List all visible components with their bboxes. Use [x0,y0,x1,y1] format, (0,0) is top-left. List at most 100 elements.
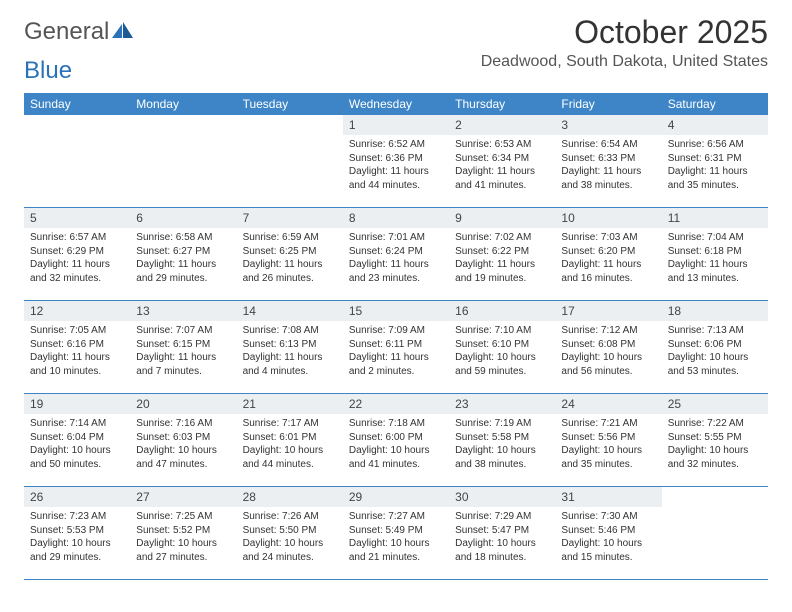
daylight-line: Daylight: 10 hours and 50 minutes. [30,444,124,471]
logo: General [24,18,136,46]
daylight-line: Daylight: 10 hours and 15 minutes. [561,537,655,564]
day-cell: 6Sunrise: 6:58 AMSunset: 6:27 PMDaylight… [130,208,236,300]
day-number: 20 [130,394,236,414]
logo-text-part1: General [24,18,109,46]
logo-text-part2: Blue [24,57,72,85]
day-cell: 2Sunrise: 6:53 AMSunset: 6:34 PMDaylight… [449,115,555,207]
day-number: 11 [662,208,768,228]
day-number: 2 [449,115,555,135]
day-cell: 19Sunrise: 7:14 AMSunset: 6:04 PMDayligh… [24,394,130,486]
daylight-line: Daylight: 10 hours and 27 minutes. [136,537,230,564]
day-number: 19 [24,394,130,414]
day-body: Sunrise: 7:17 AMSunset: 6:01 PMDaylight:… [237,414,343,477]
sunset-line: Sunset: 6:16 PM [30,338,124,352]
weekday-header: Wednesday [343,93,449,115]
daylight-line: Daylight: 11 hours and 23 minutes. [349,258,443,285]
daylight-line: Daylight: 11 hours and 44 minutes. [349,165,443,192]
sunset-line: Sunset: 5:58 PM [455,431,549,445]
sunrise-line: Sunrise: 7:19 AM [455,417,549,431]
sunset-line: Sunset: 5:49 PM [349,524,443,538]
daylight-line: Daylight: 11 hours and 4 minutes. [243,351,337,378]
sunset-line: Sunset: 5:52 PM [136,524,230,538]
day-cell: 31Sunrise: 7:30 AMSunset: 5:46 PMDayligh… [555,487,661,579]
day-cell: 11Sunrise: 7:04 AMSunset: 6:18 PMDayligh… [662,208,768,300]
day-cell: 10Sunrise: 7:03 AMSunset: 6:20 PMDayligh… [555,208,661,300]
daylight-line: Daylight: 11 hours and 26 minutes. [243,258,337,285]
day-cell: 26Sunrise: 7:23 AMSunset: 5:53 PMDayligh… [24,487,130,579]
day-cell: 3Sunrise: 6:54 AMSunset: 6:33 PMDaylight… [555,115,661,207]
week-row: 1Sunrise: 6:52 AMSunset: 6:36 PMDaylight… [24,115,768,208]
day-body: Sunrise: 7:02 AMSunset: 6:22 PMDaylight:… [449,228,555,291]
day-body: Sunrise: 7:14 AMSunset: 6:04 PMDaylight:… [24,414,130,477]
sunset-line: Sunset: 6:03 PM [136,431,230,445]
sunrise-line: Sunrise: 7:08 AM [243,324,337,338]
sunset-line: Sunset: 6:04 PM [30,431,124,445]
day-number: 26 [24,487,130,507]
sunrise-line: Sunrise: 7:26 AM [243,510,337,524]
sunrise-line: Sunrise: 7:18 AM [349,417,443,431]
day-cell: 9Sunrise: 7:02 AMSunset: 6:22 PMDaylight… [449,208,555,300]
day-cell: 14Sunrise: 7:08 AMSunset: 6:13 PMDayligh… [237,301,343,393]
sunrise-line: Sunrise: 7:16 AM [136,417,230,431]
weekday-header: Monday [130,93,236,115]
day-number: 10 [555,208,661,228]
day-number: 28 [237,487,343,507]
calendar: Sunday Monday Tuesday Wednesday Thursday… [24,93,768,580]
day-number: 27 [130,487,236,507]
daylight-line: Daylight: 10 hours and 59 minutes. [455,351,549,378]
week-row: 19Sunrise: 7:14 AMSunset: 6:04 PMDayligh… [24,394,768,487]
daylight-line: Daylight: 10 hours and 47 minutes. [136,444,230,471]
day-body: Sunrise: 7:23 AMSunset: 5:53 PMDaylight:… [24,507,130,570]
sunrise-line: Sunrise: 6:59 AM [243,231,337,245]
daylight-line: Daylight: 10 hours and 24 minutes. [243,537,337,564]
day-number: 9 [449,208,555,228]
daylight-line: Daylight: 11 hours and 41 minutes. [455,165,549,192]
day-cell [130,115,236,207]
weekday-header-row: Sunday Monday Tuesday Wednesday Thursday… [24,93,768,115]
sunset-line: Sunset: 5:56 PM [561,431,655,445]
day-body: Sunrise: 7:19 AMSunset: 5:58 PMDaylight:… [449,414,555,477]
daylight-line: Daylight: 10 hours and 53 minutes. [668,351,762,378]
day-body: Sunrise: 6:57 AMSunset: 6:29 PMDaylight:… [24,228,130,291]
daylight-line: Daylight: 11 hours and 29 minutes. [136,258,230,285]
location: Deadwood, South Dakota, United States [481,53,768,71]
day-body: Sunrise: 7:03 AMSunset: 6:20 PMDaylight:… [555,228,661,291]
sunrise-line: Sunrise: 7:12 AM [561,324,655,338]
sunrise-line: Sunrise: 7:04 AM [668,231,762,245]
sunset-line: Sunset: 6:13 PM [243,338,337,352]
day-body: Sunrise: 7:16 AMSunset: 6:03 PMDaylight:… [130,414,236,477]
title-block: October 2025 Deadwood, South Dakota, Uni… [481,14,768,71]
sunset-line: Sunset: 6:33 PM [561,152,655,166]
week-row: 5Sunrise: 6:57 AMSunset: 6:29 PMDaylight… [24,208,768,301]
sunrise-line: Sunrise: 7:13 AM [668,324,762,338]
sunrise-line: Sunrise: 6:58 AM [136,231,230,245]
sunrise-line: Sunrise: 7:02 AM [455,231,549,245]
sunrise-line: Sunrise: 6:54 AM [561,138,655,152]
day-body: Sunrise: 7:13 AMSunset: 6:06 PMDaylight:… [662,321,768,384]
day-cell: 25Sunrise: 7:22 AMSunset: 5:55 PMDayligh… [662,394,768,486]
day-number: 31 [555,487,661,507]
day-number: 29 [343,487,449,507]
sunrise-line: Sunrise: 7:23 AM [30,510,124,524]
day-cell [237,115,343,207]
weekday-header: Friday [555,93,661,115]
sunset-line: Sunset: 5:53 PM [30,524,124,538]
day-number: 7 [237,208,343,228]
sunrise-line: Sunrise: 6:53 AM [455,138,549,152]
daylight-line: Daylight: 11 hours and 38 minutes. [561,165,655,192]
sunrise-line: Sunrise: 7:01 AM [349,231,443,245]
day-cell: 30Sunrise: 7:29 AMSunset: 5:47 PMDayligh… [449,487,555,579]
day-number: 4 [662,115,768,135]
day-body: Sunrise: 6:58 AMSunset: 6:27 PMDaylight:… [130,228,236,291]
day-cell: 23Sunrise: 7:19 AMSunset: 5:58 PMDayligh… [449,394,555,486]
daylight-line: Daylight: 10 hours and 29 minutes. [30,537,124,564]
day-cell: 29Sunrise: 7:27 AMSunset: 5:49 PMDayligh… [343,487,449,579]
day-body: Sunrise: 7:07 AMSunset: 6:15 PMDaylight:… [130,321,236,384]
sunset-line: Sunset: 6:25 PM [243,245,337,259]
sunset-line: Sunset: 6:08 PM [561,338,655,352]
daylight-line: Daylight: 10 hours and 56 minutes. [561,351,655,378]
day-cell: 28Sunrise: 7:26 AMSunset: 5:50 PMDayligh… [237,487,343,579]
daylight-line: Daylight: 11 hours and 19 minutes. [455,258,549,285]
day-cell [24,115,130,207]
daylight-line: Daylight: 10 hours and 44 minutes. [243,444,337,471]
